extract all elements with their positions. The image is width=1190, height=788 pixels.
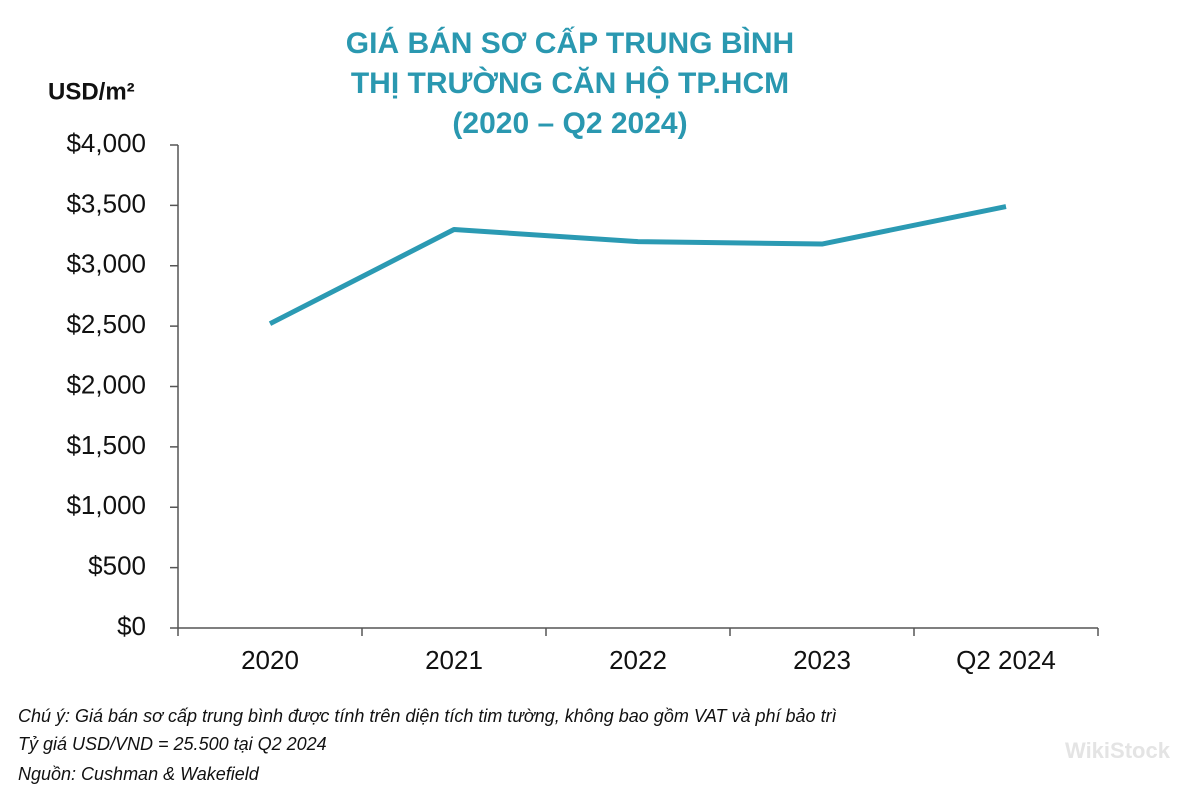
watermark: WikiStock [1065, 738, 1171, 763]
chart-title: THỊ TRƯỜNG CĂN HỘ TP.HCM [351, 66, 789, 100]
y-tick-label: $1,000 [66, 490, 146, 520]
y-tick-label: $4,000 [66, 128, 146, 158]
x-tick-label: 2023 [793, 645, 851, 675]
y-tick-label: $0 [117, 611, 146, 641]
y-tick-label: $2,000 [66, 369, 146, 399]
y-axis-label: USD/m² [48, 78, 135, 105]
note: Chú ý: Giá bán sơ cấp trung bình được tí… [18, 706, 837, 726]
line [268, 204, 1007, 326]
note: Tỷ giá USD/VND = 25.500 tại Q2 2024 [18, 734, 327, 754]
x-tick-label: 2022 [609, 645, 667, 675]
y-tick-label: $2,500 [66, 309, 146, 339]
y-tick-label: $3,500 [66, 188, 146, 218]
chart-title: GIÁ BÁN SƠ CẤP TRUNG BÌNH [346, 26, 794, 60]
x-tick-label: 2021 [425, 645, 483, 675]
note: Nguồn: Cushman & Wakefield [18, 764, 260, 784]
x-tick-label: 2020 [241, 645, 299, 675]
y-tick-label: $1,500 [66, 430, 146, 460]
y-tick-label: $500 [88, 551, 146, 581]
chart-title: (2020 – Q2 2024) [452, 107, 687, 140]
y-tick-label: $3,000 [66, 249, 146, 279]
x-tick-label: Q2 2024 [956, 645, 1056, 675]
